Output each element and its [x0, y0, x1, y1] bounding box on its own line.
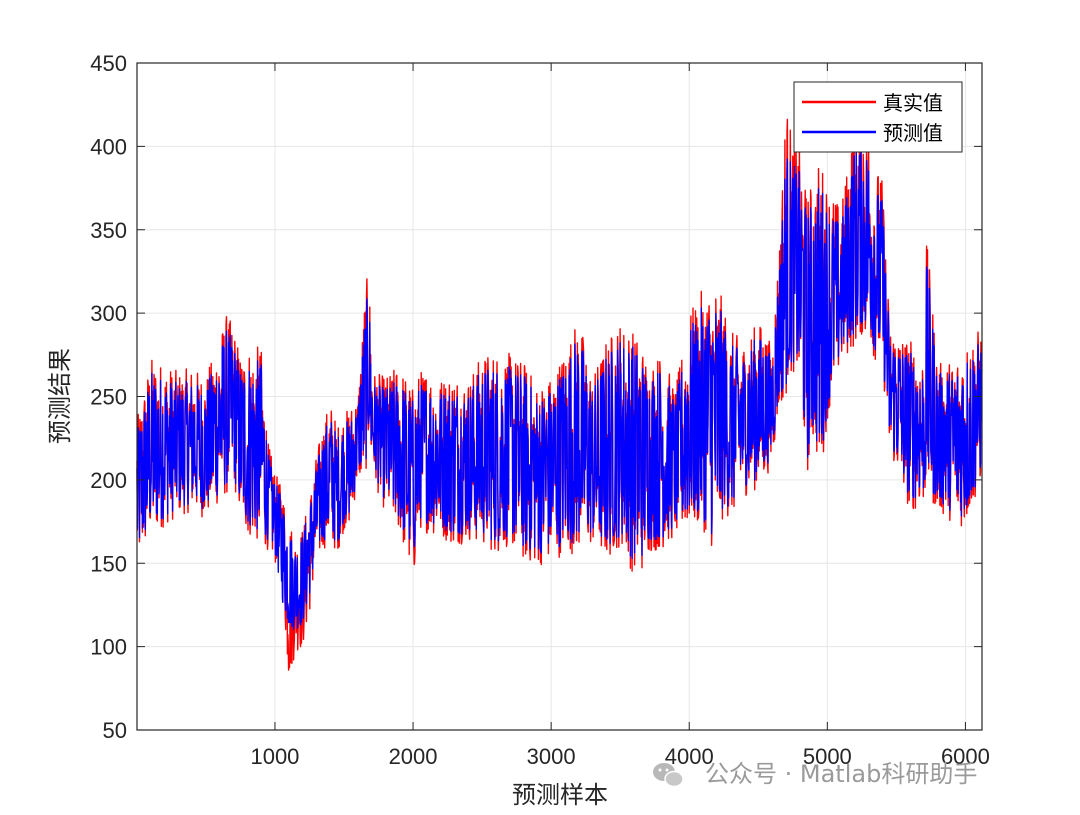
y-tick-label-7: 400 — [90, 134, 127, 159]
y-tick-label-2: 150 — [90, 551, 127, 576]
y-tick-label-0: 50 — [103, 718, 127, 743]
legend-label-pred: 预测值 — [883, 121, 943, 145]
y-tick-label-5: 300 — [90, 301, 127, 326]
tick-labels: 1000 2000 3000 4000 5000 6000 50 100 150 200 250 30… — [90, 51, 990, 769]
watermark-text: 公众号 · Matlab科研助手 — [705, 760, 977, 788]
x-tick-label-0: 1000 — [250, 744, 299, 769]
legend-box — [793, 81, 963, 153]
x-axis-label: 预测样本 — [512, 781, 608, 809]
ticks — [137, 62, 982, 731]
legend-label-true: 真实值 — [883, 91, 943, 115]
y-tick-label-3: 200 — [90, 468, 127, 493]
wechat-icon — [653, 763, 684, 788]
x-tick-label-1: 2000 — [389, 744, 438, 769]
legend: 真实值 预测值 — [793, 81, 963, 153]
x-tick-label-5: 6000 — [941, 744, 990, 769]
y-tick-label-4: 250 — [90, 385, 127, 410]
series-layer — [136, 100, 983, 671]
y-axis-label: 预测结果 — [46, 348, 74, 444]
x-tick-label-3: 4000 — [665, 744, 714, 769]
watermark: 公众号 · Matlab科研助手 — [653, 760, 977, 788]
series-line-1 — [136, 140, 983, 630]
y-tick-label-1: 100 — [90, 635, 127, 660]
y-tick-label-6: 350 — [90, 218, 127, 243]
x-tick-label-2: 3000 — [527, 744, 576, 769]
y-tick-label-8: 450 — [90, 51, 127, 76]
x-tick-label-4: 5000 — [803, 744, 852, 769]
